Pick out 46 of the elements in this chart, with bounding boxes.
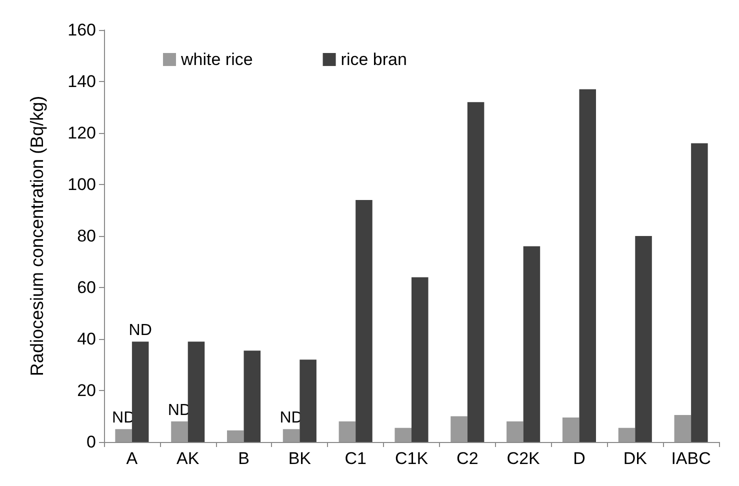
bar [635, 236, 652, 442]
bar [244, 350, 261, 442]
y-tick-label: 120 [68, 124, 96, 142]
bar [188, 342, 205, 442]
x-tick-label: AK [176, 449, 200, 468]
y-axis-title: Radiocesium concentration (Bq/kg) [27, 96, 47, 376]
x-tick-label: D [573, 449, 586, 468]
x-tick-label: DK [623, 449, 648, 468]
y-tick-label: 20 [77, 381, 96, 400]
y-tick-label: 80 [77, 226, 96, 246]
bar [618, 428, 636, 442]
x-tick-label: C1 [344, 449, 366, 468]
x-tick-label: A [126, 449, 138, 468]
bar [338, 421, 356, 442]
legend-label: white rice [180, 50, 253, 69]
bar [506, 421, 524, 442]
y-tick-label: 60 [77, 278, 96, 297]
y-tick-label: 40 [77, 330, 96, 348]
bar [356, 200, 372, 442]
x-tick-label: C2K [506, 449, 541, 468]
x-tick-label: C2 [456, 449, 478, 468]
bar [115, 429, 132, 442]
bar [523, 246, 540, 442]
bar [412, 277, 428, 442]
y-tick-label: 0 [86, 432, 96, 452]
x-tick-label: B [238, 449, 250, 468]
y-tick-label: 140 [68, 72, 96, 91]
bar [282, 429, 300, 442]
bar [691, 143, 708, 442]
bar [467, 102, 484, 442]
x-tick-label: BK [288, 449, 312, 468]
bar [562, 418, 580, 442]
x-tick-label: IABC [671, 449, 711, 468]
legend-label: rice bran [340, 50, 407, 69]
bar [227, 430, 244, 442]
bar [579, 89, 596, 442]
x-tick-label: C1K [394, 449, 429, 468]
bar [300, 360, 316, 442]
annotation: ND [128, 322, 152, 340]
bar [674, 414, 692, 442]
bar [450, 416, 468, 442]
y-tick-label: 100 [68, 175, 96, 194]
bar [132, 342, 149, 442]
bar [394, 428, 412, 442]
y-tick-label: 160 [68, 20, 96, 40]
bar [171, 421, 188, 442]
